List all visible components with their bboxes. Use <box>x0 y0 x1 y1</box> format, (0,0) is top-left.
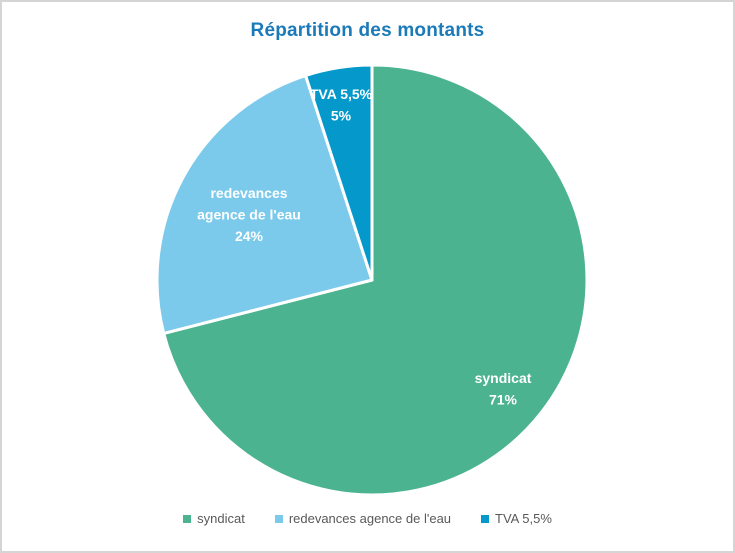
legend-swatch-icon <box>481 514 490 523</box>
slice-label-syndicat: 71% <box>489 392 518 408</box>
slice-label-syndicat: syndicat <box>475 370 532 386</box>
pie-slice-redevances-agence-de-l-eau[interactable] <box>155 74 374 335</box>
pie-slice-syndicat[interactable] <box>162 63 589 497</box>
legend-item-redevances-agence-de-l-eau[interactable]: redevances agence de l'eau <box>274 511 452 526</box>
slice-label-tva-5-5: TVA 5,5% <box>310 86 373 102</box>
legend-label: syndicat <box>197 511 245 526</box>
chart-legend: syndicat redevances agence de l'eau TVA 5,… <box>2 511 733 526</box>
chart-title: Répartition des montants <box>250 20 485 41</box>
legend-item-syndicat[interactable]: syndicat <box>183 511 245 526</box>
slice-label-redevances-agence-de-l-eau: agence de l'eau <box>197 207 301 223</box>
slice-label-tva-5-5: 5% <box>331 108 352 124</box>
legend-label: TVA 5,5% <box>495 511 552 526</box>
legend-swatch-icon <box>183 514 192 523</box>
pie-slice-tva-5-5[interactable] <box>304 63 374 282</box>
slice-label-redevances-agence-de-l-eau: redevances <box>210 185 287 201</box>
legend-label: redevances agence de l'eau <box>288 511 452 526</box>
legend-swatch-icon <box>274 514 283 523</box>
legend-item-tva-5-5[interactable]: TVA 5,5% <box>481 511 552 526</box>
slice-label-redevances-agence-de-l-eau: 24% <box>235 228 264 244</box>
